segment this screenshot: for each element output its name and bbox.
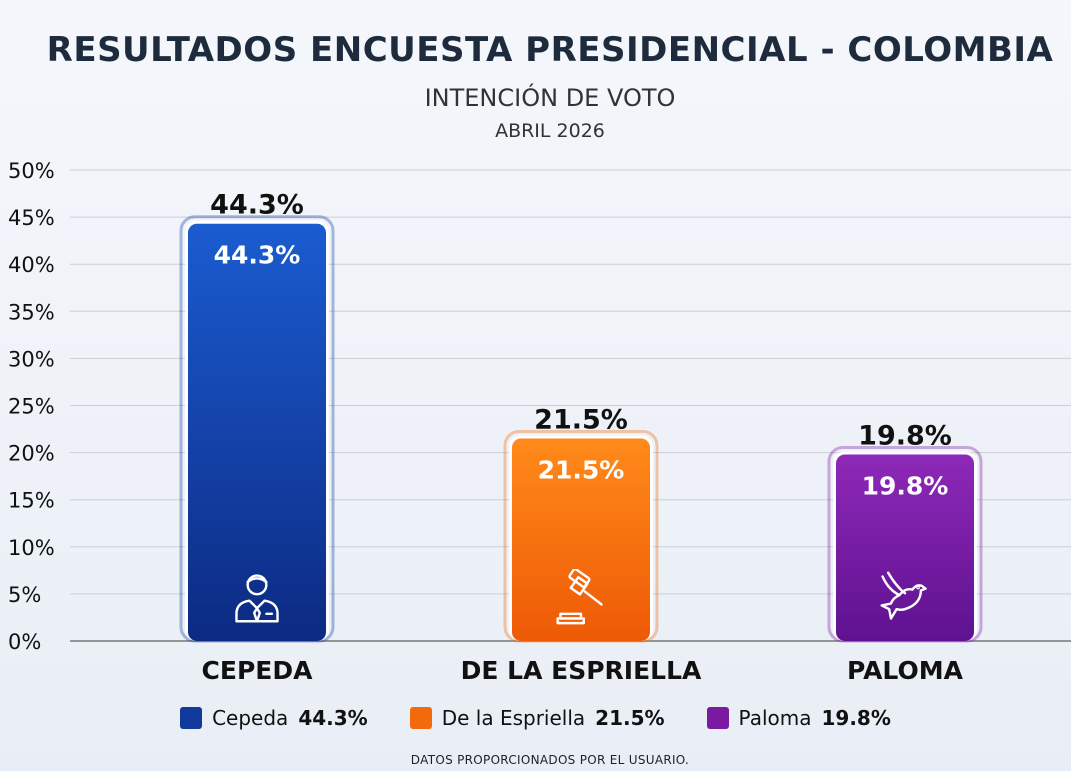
- y-tick-label: 25%: [8, 395, 55, 419]
- bar-rect: [188, 223, 326, 641]
- x-tick-label: PALOMA: [847, 656, 964, 685]
- y-tick-label: 20%: [8, 442, 55, 466]
- bar-value-label: 21.5%: [534, 404, 628, 435]
- y-tick-label: 15%: [8, 489, 55, 513]
- legend-label: De la Espriella: [441, 706, 586, 730]
- x-tick-label: CEPEDA: [202, 656, 314, 685]
- y-tick-label: 0%: [8, 630, 41, 654]
- y-tick-label: 10%: [8, 536, 55, 560]
- bar-value-label: 44.3%: [210, 190, 304, 221]
- legend-label: Cepeda: [212, 706, 289, 730]
- y-tick-label: 40%: [8, 253, 55, 277]
- legend-value: 19.8%: [821, 706, 891, 730]
- bar-cepeda: 44.3%: [179, 215, 335, 643]
- legend-value: 44.3%: [298, 706, 368, 730]
- bar-rect: [512, 438, 650, 641]
- legend-label: Paloma: [738, 706, 812, 730]
- legend-item-de-la-espriella: De la Espriella 21.5%: [409, 706, 665, 730]
- bars: 44.3% 44.3% 21.5% 21.5% 19.8% 19.8%: [179, 190, 983, 643]
- bar-inner-value-label: 44.3%: [214, 241, 301, 270]
- bar-chart: 0%5%10%15%20%25%30%35%40%45%50% 44.3%44.…: [8, 159, 1071, 685]
- y-tick-label: 35%: [8, 300, 55, 324]
- legend-item-cepeda: Cepeda 44.3%: [180, 706, 368, 730]
- bar-value-label: 19.8%: [858, 420, 952, 451]
- y-tick-label: 50%: [8, 159, 55, 183]
- bar-inner-value-label: 21.5%: [538, 455, 625, 484]
- legend-swatch: [409, 707, 432, 729]
- bar-rect: [836, 454, 974, 641]
- bar-inner-value-label: 19.8%: [862, 471, 949, 500]
- x-tick-label: DE LA ESPRIELLA: [461, 656, 702, 685]
- chart-subtitle: INTENCIÓN DE VOTO: [424, 84, 676, 112]
- y-tick-label: 5%: [8, 583, 41, 607]
- legend-item-paloma: Paloma 19.8%: [706, 706, 891, 730]
- legend-swatch: [706, 707, 729, 729]
- y-tick-label: 30%: [8, 347, 55, 371]
- chart-date: ABRIL 2026: [495, 120, 605, 142]
- y-axis: 0% 5% 10% 15% 20% 25% 30% 35% 40% 45% 50%: [8, 159, 55, 654]
- legend-swatch: [180, 707, 203, 729]
- chart-title: RESULTADOS ENCUESTA PRESIDENCIAL - COLOM…: [46, 30, 1054, 70]
- source-note: DATOS PROPORCIONADOS POR EL USUARIO.: [410, 753, 690, 767]
- bar-paloma: 19.8%: [827, 445, 983, 643]
- y-tick-label: 45%: [8, 206, 55, 230]
- x-axis: CEPEDA DE LA ESPRIELLA PALOMA: [202, 656, 964, 685]
- legend-value: 21.5%: [595, 706, 665, 730]
- legend: Cepeda 44.3% De la Espriella 21.5% Palom…: [0, 706, 1071, 730]
- bar-de-la-espriella: 21.5%: [503, 429, 659, 643]
